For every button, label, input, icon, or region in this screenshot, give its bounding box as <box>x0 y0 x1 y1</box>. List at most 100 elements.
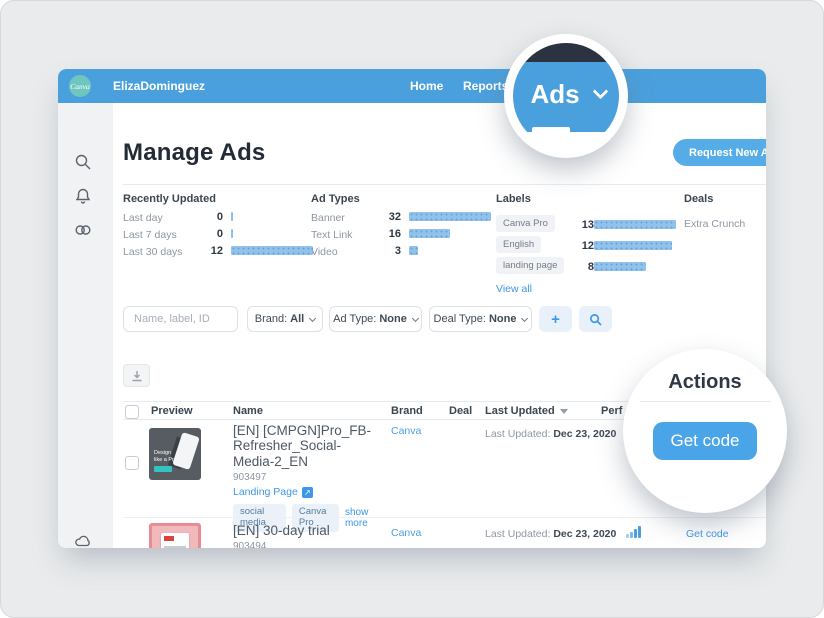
stat-value: 32 <box>388 211 401 223</box>
stat-bar <box>231 212 233 221</box>
stat-label: Extra Crunch <box>684 218 746 230</box>
stat-value: 16 <box>388 228 401 240</box>
stat-bar <box>231 229 233 238</box>
get-code-link[interactable]: Get code <box>686 528 729 540</box>
search-icon[interactable] <box>74 153 92 171</box>
ad-preview-thumbnail[interactable] <box>149 523 201 548</box>
stat-value: 12 <box>581 240 594 252</box>
stats-divider <box>123 184 766 185</box>
page-title: Manage Ads <box>123 139 266 166</box>
stat-title-ad-types: Ad Types <box>311 193 360 205</box>
stat-bar <box>594 262 646 271</box>
column-header-perf: Perf <box>601 405 623 417</box>
nav-item-reports[interactable]: Reports <box>463 79 509 93</box>
stat-value: 0 <box>216 211 223 223</box>
stat-title-deals: Deals <box>684 193 714 205</box>
app-header: Canva ElizaDominguez Home Reports Ads <box>58 69 766 103</box>
brand-filter-button[interactable]: Brand: All <box>247 306 323 332</box>
actions-magnifier-callout: Actions Get code <box>623 349 787 513</box>
label-chip[interactable]: Canva Pro <box>496 215 555 232</box>
ad-preview-thumbnail[interactable]: Design like a Pro <box>149 428 201 480</box>
search-submit-button[interactable] <box>579 306 612 332</box>
request-new-ad-button[interactable]: Request New Ad <box>673 139 766 166</box>
app-window: Canva ElizaDominguez Home Reports Ads Ma… <box>58 69 766 548</box>
ads-dropdown-magnified[interactable]: Ads <box>513 79 619 110</box>
stat-value: 3 <box>394 245 401 257</box>
ad-id: 903497 <box>233 472 267 484</box>
stat-value: 1 <box>749 217 766 229</box>
stat-label: Video <box>311 246 338 258</box>
nav-item-home[interactable]: Home <box>410 79 444 93</box>
actions-column-title: Actions <box>668 371 742 393</box>
show-more-link[interactable]: show more <box>344 506 369 530</box>
brand-link[interactable]: Canva <box>391 425 422 437</box>
deal-type-filter-button[interactable]: Deal Type: None <box>429 306 532 332</box>
get-code-button[interactable]: Get code <box>653 422 757 460</box>
stat-label: Text Link <box>311 229 353 241</box>
ad-name-link[interactable]: [EN] [CMPGN]Pro_FB-Refresher_Social-Medi… <box>233 423 381 533</box>
ad-type-filter-button[interactable]: Ad Type: None <box>329 306 422 332</box>
external-link-icon: ↗ <box>301 487 313 498</box>
stat-value: 0 <box>216 228 223 240</box>
canva-logo-icon[interactable]: Canva <box>69 75 91 97</box>
stat-title-recently-updated: Recently Updated <box>123 193 216 205</box>
ads-magnifier-callout: Ads <box>504 34 628 158</box>
stat-value: 13 <box>581 219 594 231</box>
stat-bar <box>409 246 418 255</box>
sidebar <box>58 103 113 548</box>
magnified-tab-notch <box>532 127 570 136</box>
stat-bar <box>594 241 672 250</box>
chevron-down-icon <box>411 314 419 322</box>
row-divider <box>123 517 766 518</box>
table-header-border <box>123 401 766 402</box>
stat-bar <box>594 220 676 229</box>
magnified-header-bar <box>513 62 619 132</box>
column-header-name: Name <box>233 405 263 417</box>
stat-value: 8 <box>587 261 594 273</box>
chevron-down-icon <box>309 314 317 322</box>
column-header-last-updated[interactable]: Last Updated <box>485 405 568 417</box>
performance-bars-icon[interactable] <box>626 526 641 538</box>
row-checkbox[interactable] <box>125 456 139 470</box>
label-chip[interactable]: landing page <box>496 257 565 274</box>
label-chip[interactable]: English <box>496 236 542 253</box>
tag[interactable]: Canva Pro <box>291 504 339 533</box>
landing-page-link[interactable]: Landing Page ↗ <box>233 486 381 499</box>
view-all-link[interactable]: View all <box>496 283 532 295</box>
stat-label: Last 30 days <box>123 246 183 258</box>
stat-label: Banner <box>311 212 345 224</box>
ad-name-link[interactable]: [EN] 30-day trial 903494 <box>233 523 381 548</box>
chevron-down-icon <box>521 314 529 322</box>
column-header-deal: Deal <box>449 405 473 417</box>
download-icon <box>132 370 141 381</box>
divider <box>633 401 777 402</box>
cloud-icon[interactable] <box>74 532 92 548</box>
stat-bar <box>409 229 450 238</box>
chevron-down-icon <box>592 83 608 99</box>
ad-id: 903494 <box>233 541 267 548</box>
stat-bar <box>231 246 313 255</box>
last-updated-cell: Last Updated: Dec 23, 2020 <box>485 428 617 440</box>
download-button[interactable] <box>123 364 150 387</box>
tag[interactable]: social media <box>233 504 286 533</box>
link-icon[interactable] <box>74 221 92 239</box>
user-name: ElizaDominguez <box>113 79 206 93</box>
last-updated-cell: Last Updated: Dec 23, 2020 <box>485 528 617 540</box>
sort-caret-icon <box>559 409 568 414</box>
column-header-brand: Brand <box>391 405 423 417</box>
add-filter-button[interactable]: + <box>539 306 572 332</box>
search-input[interactable] <box>123 306 238 332</box>
column-header-preview: Preview <box>151 405 193 417</box>
stat-bar <box>409 212 491 221</box>
tag-row: social media Canva Pro show more <box>233 504 381 533</box>
stat-value: 12 <box>210 245 223 257</box>
select-all-checkbox[interactable] <box>125 405 139 419</box>
brand-link[interactable]: Canva <box>391 527 422 539</box>
stat-label: Last day <box>123 212 163 224</box>
bell-icon[interactable] <box>74 187 92 205</box>
plus-icon: + <box>551 310 560 328</box>
stat-title-labels: Labels <box>496 193 531 205</box>
stat-label: Last 7 days <box>123 229 177 241</box>
search-icon <box>590 313 602 326</box>
